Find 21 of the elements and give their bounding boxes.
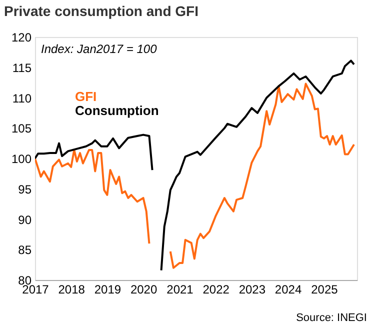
- chart-title: Private consumption and GFI: [4, 3, 198, 19]
- y-tick-label: 105: [11, 122, 32, 136]
- series-label: Consumption: [75, 103, 159, 118]
- y-tick-label: 85: [18, 243, 32, 258]
- y-tick-label: 110: [12, 91, 32, 106]
- x-tick-label: 2025: [311, 282, 338, 296]
- x-tick-label: 2022: [202, 282, 230, 296]
- y-tick-label: 95: [18, 182, 32, 196]
- x-tick-label: 2020: [130, 282, 158, 296]
- x-tick-label: 2018: [58, 282, 86, 296]
- annotation: Index: Jan2017 = 100: [41, 42, 158, 56]
- x-tick-label: 2019: [94, 282, 122, 296]
- y-tick-label: 120: [11, 30, 32, 44]
- x-tick-label: 2021: [166, 282, 194, 296]
- source-note: Source: INEGI: [296, 312, 367, 324]
- y-tick-label: 100: [11, 152, 32, 166]
- y-tick-label: 90: [18, 212, 32, 227]
- x-tick-label: 2023: [238, 282, 266, 296]
- y-tick-label: 115: [12, 60, 32, 75]
- text: GFI: [75, 89, 97, 104]
- x-tick-label: 2024: [274, 282, 302, 296]
